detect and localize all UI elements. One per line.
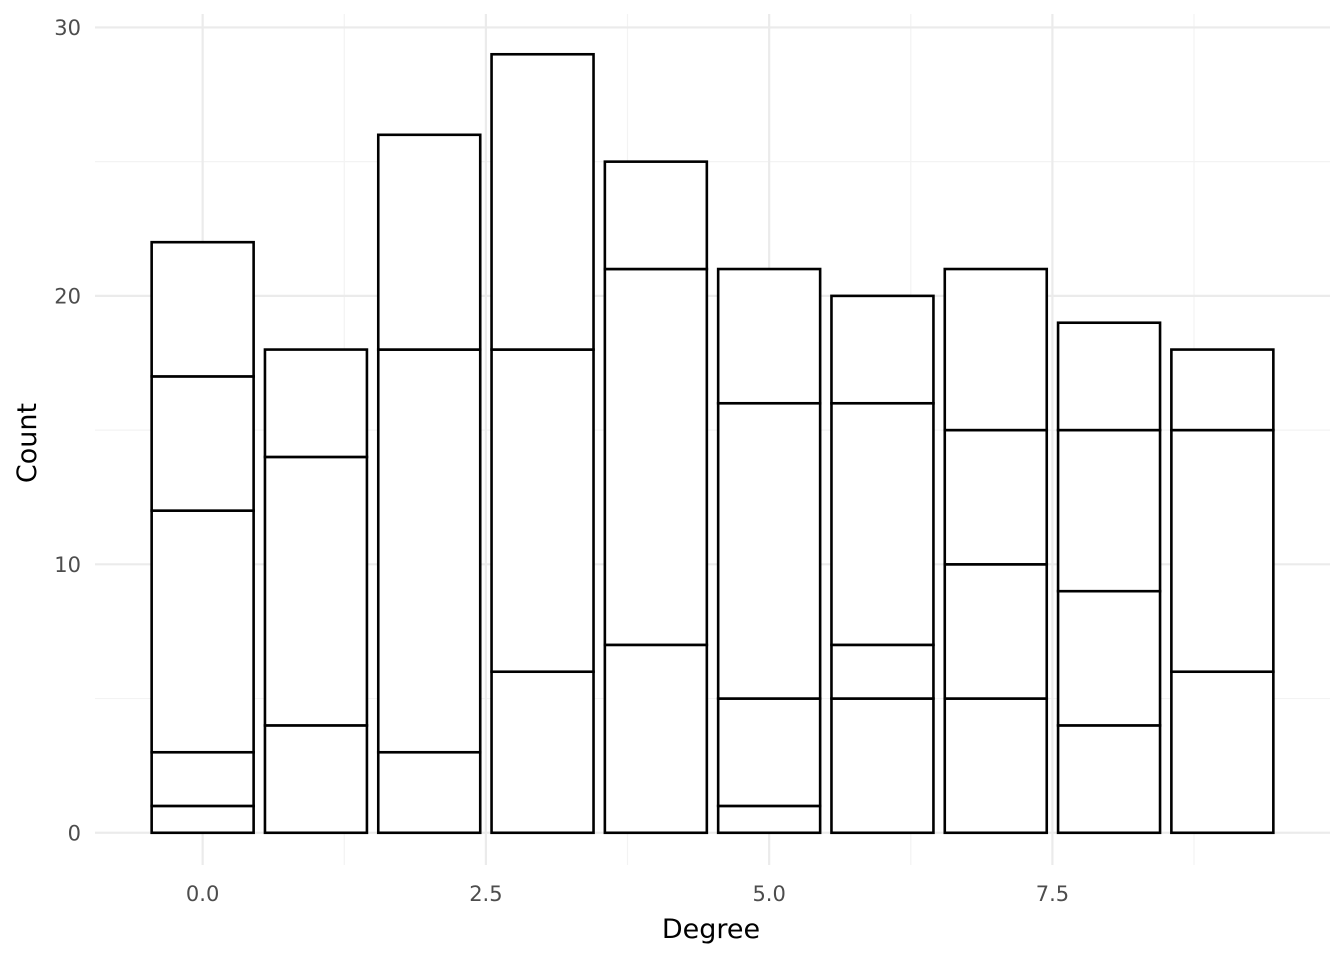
bar-segment xyxy=(716,804,822,835)
bar-segment xyxy=(490,348,595,674)
bar-group xyxy=(150,52,1275,835)
x-tick-labels: 0.0 2.5 5.0 7.5 xyxy=(186,882,1069,906)
bar-segment xyxy=(376,348,482,754)
y-tick-labels: 0 10 20 30 xyxy=(54,16,81,845)
bar-segment xyxy=(263,348,369,459)
bar-segment xyxy=(603,267,709,647)
bar-segment xyxy=(943,563,1049,700)
bar-segment xyxy=(150,240,255,378)
bar-segment xyxy=(1170,428,1275,674)
bar-segment xyxy=(943,697,1049,835)
bar-segment xyxy=(263,724,369,835)
bar-segment xyxy=(150,750,255,808)
bar-segment xyxy=(150,509,255,754)
bar-segment xyxy=(1056,428,1162,593)
bar-segment xyxy=(150,375,255,512)
bar-segment xyxy=(376,133,482,351)
bar-segment xyxy=(830,643,935,700)
bar-segment xyxy=(603,643,709,835)
bar-segment xyxy=(1056,589,1162,727)
bar-segment xyxy=(490,670,595,835)
x-tick-label: 7.5 xyxy=(1036,882,1069,906)
bar-segment xyxy=(830,294,935,405)
bar-segment xyxy=(716,697,822,808)
bar-segment xyxy=(263,455,369,727)
bar-segment xyxy=(1170,670,1275,835)
bar-segment xyxy=(943,267,1049,432)
x-tick-label: 2.5 xyxy=(469,882,502,906)
bar-segment xyxy=(1056,724,1162,835)
bar-segment xyxy=(150,804,255,835)
x-tick-label: 0.0 xyxy=(186,882,219,906)
bar-segment xyxy=(1056,321,1162,432)
x-axis-title: Degree xyxy=(662,914,760,945)
y-tick-label: 20 xyxy=(54,284,81,308)
y-tick-label: 30 xyxy=(54,16,81,40)
bar-segment xyxy=(376,750,482,835)
bar-segment xyxy=(830,401,935,647)
bar-segment xyxy=(603,160,709,271)
bar-segment xyxy=(943,428,1049,566)
y-tick-label: 10 xyxy=(54,553,81,577)
bar-segment xyxy=(716,401,822,700)
y-tick-label: 0 xyxy=(68,821,81,845)
bar-segment xyxy=(716,267,822,405)
bar-segment xyxy=(830,697,935,835)
y-axis-title: Count xyxy=(12,403,43,483)
bar-segment xyxy=(490,52,595,351)
bar-segment xyxy=(1170,348,1275,432)
x-tick-label: 5.0 xyxy=(752,882,785,906)
